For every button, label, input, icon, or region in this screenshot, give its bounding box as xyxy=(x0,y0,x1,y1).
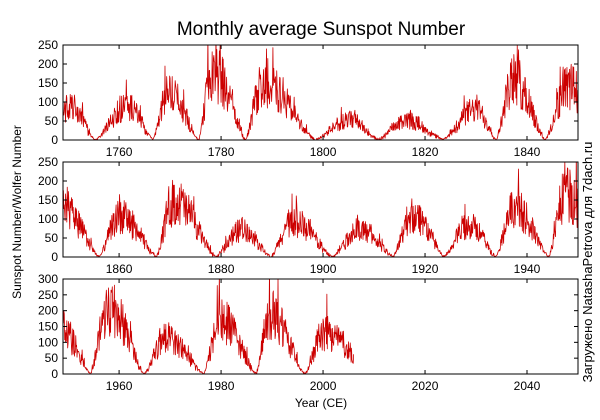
plot-frame xyxy=(62,278,579,375)
y-tick-label: 200 xyxy=(38,174,58,188)
panel-1: 0 50 100 150 200 250 1760 1780 1800 1820 1840 xyxy=(38,38,579,159)
y-tick-label: 0 xyxy=(51,250,58,264)
series-line xyxy=(63,279,355,374)
y-tick-label: 150 xyxy=(38,193,58,207)
x-tick-label: 1860 xyxy=(106,262,133,276)
y-tick-label: 50 xyxy=(45,351,59,365)
watermark-text: Загружено NatashaPetrova для 7dach.ru xyxy=(580,142,595,383)
y-axis-label: Sunspot Number/Wolfer Number xyxy=(10,125,24,299)
series-line xyxy=(63,162,578,257)
x-tick-label: 1760 xyxy=(106,145,133,159)
x-tick-label: 1940 xyxy=(514,262,541,276)
x-tick-label: 1840 xyxy=(514,145,541,159)
plot-frame xyxy=(62,44,579,141)
x-tick-label: 2000 xyxy=(310,379,337,393)
y-tick-label: 50 xyxy=(45,114,59,128)
x-tick-label: 1820 xyxy=(412,145,439,159)
y-tick-label: 200 xyxy=(38,57,58,71)
y-tick-label: 200 xyxy=(38,304,58,318)
y-tick-label: 100 xyxy=(38,335,58,349)
x-tick-label: 2040 xyxy=(514,379,541,393)
y-tick-label: 250 xyxy=(38,288,58,302)
y-tick-label: 250 xyxy=(38,155,58,169)
x-tick-label: 1900 xyxy=(310,262,337,276)
y-tick-label: 300 xyxy=(38,272,58,286)
y-tick-label: 100 xyxy=(38,95,58,109)
x-tick-label: 2020 xyxy=(412,379,439,393)
plot-frame xyxy=(62,161,579,258)
x-tick-label: 1980 xyxy=(208,379,235,393)
series-line xyxy=(63,45,578,140)
y-tick-label: 0 xyxy=(51,367,58,381)
x-tick-label: 1780 xyxy=(208,145,235,159)
x-tick-label: 1800 xyxy=(310,145,337,159)
x-tick-label: 1920 xyxy=(412,262,439,276)
y-tick-label: 50 xyxy=(45,231,59,245)
x-axis-label: Year (CE) xyxy=(295,396,347,410)
y-tick-label: 150 xyxy=(38,320,58,334)
y-tick-label: 0 xyxy=(51,133,58,147)
chart-title: Monthly average Sunspot Number xyxy=(177,19,466,40)
panel-2: 0 50 100 150 200 250 1860 1880 1900 1920 1940 xyxy=(38,155,579,276)
y-tick-label: 250 xyxy=(38,38,58,52)
x-tick-label: 1880 xyxy=(208,262,235,276)
y-tick-label: 150 xyxy=(38,76,58,90)
x-tick-label: 1960 xyxy=(106,379,133,393)
y-tick-label: 100 xyxy=(38,212,58,226)
